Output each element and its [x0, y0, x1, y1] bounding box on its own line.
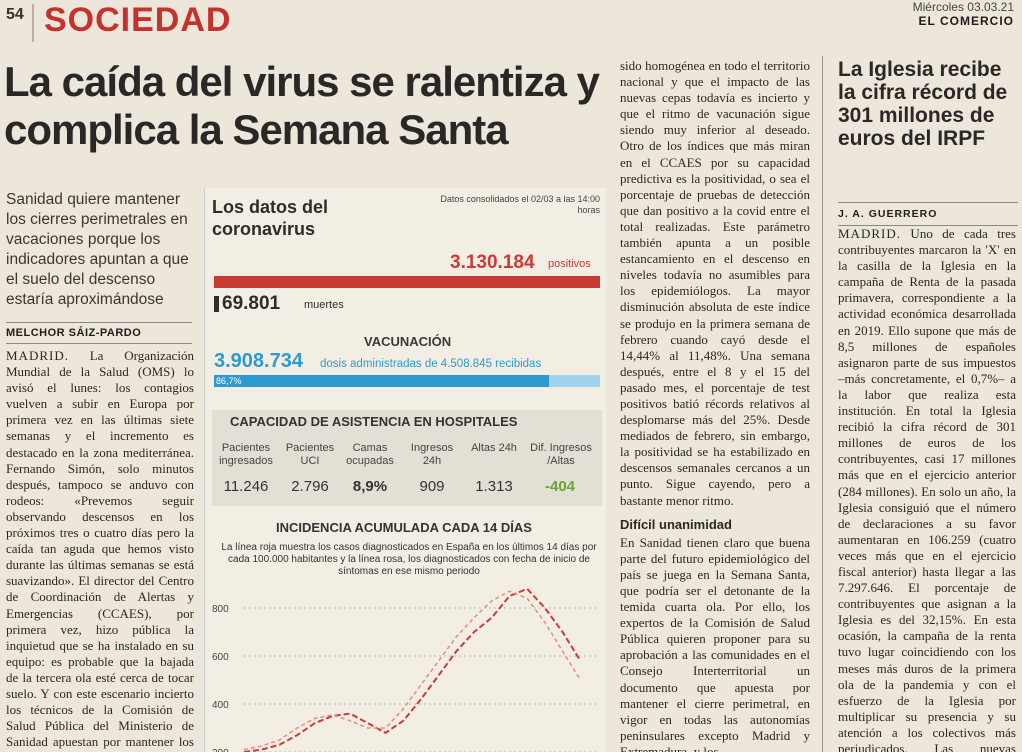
hosp-value: -404	[544, 478, 576, 495]
vaccination-percent: 86,7%	[216, 376, 242, 386]
hosp-header: Camas ocupadas	[346, 442, 394, 467]
vaccination-count: 3.908.734	[214, 350, 303, 372]
side-headline: La Iglesia recibe la cifra récord de 301…	[838, 58, 1008, 150]
side-dateline: MADRID.	[838, 226, 901, 241]
hosp-value: 2.796	[291, 478, 329, 495]
side-body: MADRID. Uno de cada tres contribuyentes …	[838, 226, 1016, 752]
body-column-3: sido homogénea en todo el territorio nac…	[620, 58, 810, 752]
hospital-panel	[212, 410, 602, 506]
dek: Sanidad quiere mantener los cierres peri…	[6, 191, 189, 308]
hosp-value: 1.313	[475, 478, 513, 495]
byline: MELCHOR SÁIZ-PARDO	[6, 322, 192, 344]
newspaper-name: EL COMERCIO	[918, 14, 1014, 28]
side-text: Uno de cada tres contribuyentes marcaron…	[838, 226, 1016, 752]
subhead: Difícil unanimidad	[620, 516, 732, 532]
side-byline: J. A. GUERRERO	[838, 202, 1018, 226]
series-line	[243, 587, 582, 752]
hosp-value: 8,9%	[352, 478, 388, 495]
page-number: 54	[6, 6, 24, 23]
deaths-count: 69.801	[222, 293, 281, 314]
column-rule	[822, 56, 823, 752]
hosp-header: Pacientes ingresados	[219, 442, 273, 467]
positives-count: 3.130.184	[450, 252, 535, 273]
hosp-header: Dif. Ingresos /Altas	[530, 442, 592, 467]
hospital-title: CAPACIDAD DE ASISTENCIA EN HOSPITALES	[230, 414, 518, 429]
dateline: MADRID.	[6, 348, 69, 363]
header-divider	[32, 4, 34, 42]
body-text-1: La Organización Mundial de la Salud (OMS…	[6, 348, 194, 752]
infographic-title: Los datos del coronavirus	[212, 197, 329, 239]
deaths-label: muertes	[304, 299, 344, 311]
deaths-bar	[214, 296, 219, 312]
section-title: SOCIEDAD	[44, 1, 232, 39]
y-tick-label: 800	[212, 604, 229, 615]
hosp-value: 909	[419, 478, 445, 495]
vaccination-title: VACUNACIÓN	[364, 334, 452, 349]
body-text-3a: sido homogénea en todo el territorio nac…	[620, 58, 810, 508]
headline: La caída del virus se ralentiza y compli…	[4, 58, 600, 153]
vaccination-fill	[214, 375, 549, 387]
infographic-note: Datos consolidados el 02/03 a las 14:00 …	[440, 194, 600, 215]
y-tick-label: 200	[212, 748, 229, 752]
issue-date: Miércoles 03.03.21	[912, 0, 1014, 14]
vaccination-label: dosis administradas de 4.508.845 recibid…	[320, 358, 542, 370]
incidence-note: La línea roja muestra los casos diagnost…	[221, 542, 597, 577]
positives-label: positivos	[548, 258, 591, 270]
body-column-1: MADRID. La Organización Mundial de la Sa…	[6, 348, 194, 752]
y-tick-label: 400	[212, 700, 229, 711]
body-text-3b: En Sanidad tienen claro que buena parte …	[620, 534, 810, 752]
positives-bar	[214, 276, 600, 288]
y-tick-label: 600	[212, 652, 229, 663]
hosp-header: Ingresos 24h	[410, 442, 454, 467]
incidence-title: INCIDENCIA ACUMULADA CADA 14 DÍAS	[276, 520, 532, 535]
incidence-chart: 800 600 400 200	[212, 587, 598, 752]
hosp-value: 11.246	[223, 478, 269, 495]
hosp-header: Pacientes UCI	[285, 442, 335, 467]
series-line	[243, 590, 581, 751]
hosp-header: Altas 24h	[471, 442, 517, 454]
